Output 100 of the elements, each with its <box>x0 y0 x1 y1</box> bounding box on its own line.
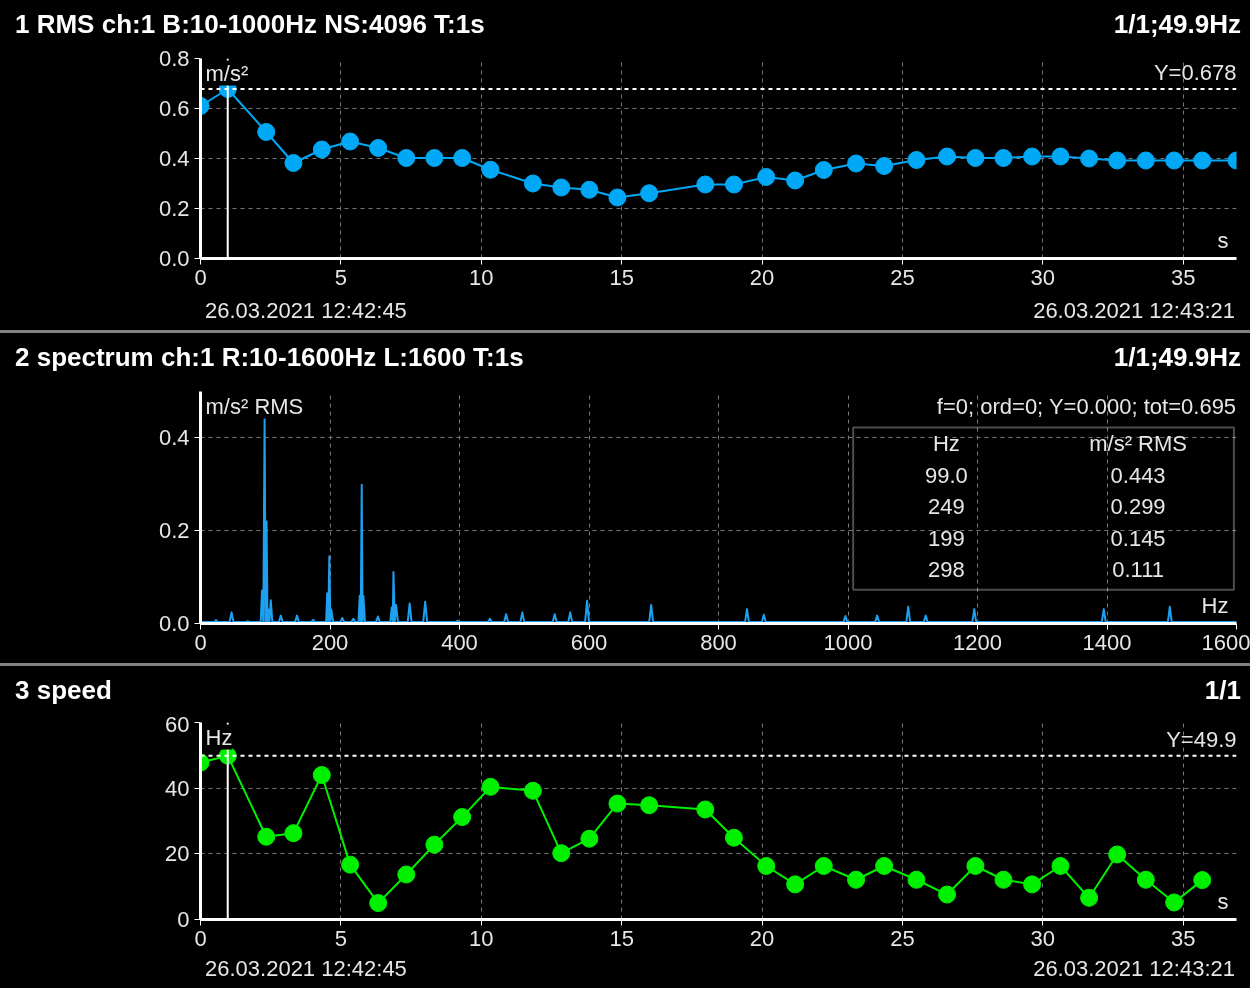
point <box>786 875 805 894</box>
y-tick-label: 60 <box>165 711 190 737</box>
point <box>966 149 985 167</box>
annotation: 249 <box>928 494 965 520</box>
point <box>425 835 444 854</box>
x-tick-label: 15 <box>609 264 634 290</box>
x-tick-label: 35 <box>1170 925 1196 951</box>
y-tick-label: 0.2 <box>158 518 190 544</box>
y-tick-label: 0.0 <box>158 611 190 636</box>
point <box>966 857 985 875</box>
point <box>1051 857 1070 875</box>
annotation: 298 <box>928 557 965 583</box>
point <box>1080 149 1099 168</box>
chart-title: 2 spectrum ch:1 R:10-1600Hz L:1600 T:1s <box>15 341 524 375</box>
y-tick-label: 0.4 <box>158 146 190 171</box>
point <box>786 171 805 190</box>
chart-subtitle: 1/1;49.9Hz <box>1113 341 1241 375</box>
x-tick-label: 25 <box>890 925 915 951</box>
point <box>847 154 866 173</box>
point <box>341 132 360 151</box>
point <box>580 180 599 199</box>
point <box>608 794 627 813</box>
point <box>1023 147 1042 166</box>
point <box>724 175 743 194</box>
y-tick-label: 0.0 <box>158 246 190 271</box>
chart-subtitle: 1/1 <box>1204 674 1241 708</box>
chart-subtitle: 1/1;49.9Hz <box>1113 8 1241 42</box>
point <box>523 781 542 800</box>
point <box>814 161 833 179</box>
point <box>552 178 571 197</box>
point <box>481 160 500 179</box>
x-tick-label: 5 <box>334 925 348 951</box>
x-tick-label: 20 <box>749 925 775 951</box>
annotation: Hz <box>932 431 960 457</box>
ref-line-label: Y=0.678 <box>1153 60 1237 85</box>
point <box>994 870 1013 889</box>
point <box>875 157 894 175</box>
y-tick-label: 0.2 <box>158 196 190 221</box>
x-tick-label: 1600 <box>1201 629 1250 655</box>
x-tick-label: 30 <box>1030 264 1056 290</box>
x-tick-label: 25 <box>890 264 915 290</box>
point <box>481 777 500 796</box>
point <box>453 149 472 167</box>
y-axis-title: Hz <box>205 724 233 750</box>
annotation: 0.443 <box>1110 462 1166 488</box>
point <box>425 149 444 167</box>
x-tick-label: 10 <box>469 264 494 290</box>
annotation: 0.299 <box>1110 494 1166 520</box>
point <box>453 808 472 827</box>
text: 26.03.2021 12:42:45 <box>205 297 407 325</box>
point <box>552 844 571 863</box>
point <box>257 827 276 846</box>
point <box>1193 871 1212 890</box>
point <box>757 168 776 186</box>
chart-title: 1 RMS ch:1 B:10-1000Hz NS:4096 T:1s <box>15 8 485 42</box>
point <box>608 188 627 207</box>
point <box>1080 888 1099 907</box>
annotation: f=0; ord=0; Y=0.000; tot=0.695 <box>936 393 1237 419</box>
x-tick-label: 0 <box>194 925 207 951</box>
x-tick-label: 400 <box>441 629 478 655</box>
point <box>1165 151 1184 170</box>
y-tick-label: 0.8 <box>158 46 190 71</box>
annotation: m/s² RMS <box>1089 431 1187 457</box>
chart-title: 3 speed <box>15 674 112 708</box>
x-tick-label: 20 <box>749 264 775 290</box>
point <box>875 857 894 875</box>
x-tick-label: 200 <box>311 629 349 655</box>
point <box>284 154 303 172</box>
x-tick-label: 800 <box>700 629 737 655</box>
x-tick-label: 5 <box>334 264 348 290</box>
point <box>257 123 276 141</box>
annotation: 199 <box>928 525 965 551</box>
point <box>938 147 957 166</box>
x-tick-label: 15 <box>609 925 634 951</box>
x-tick-label: 10 <box>469 925 494 951</box>
text: 26.03.2021 12:43:21 <box>1033 297 1235 325</box>
point <box>724 828 743 847</box>
point <box>994 149 1013 167</box>
point <box>640 184 659 203</box>
point <box>1136 151 1155 170</box>
point <box>1023 875 1042 894</box>
x-tick-label: 600 <box>570 629 608 655</box>
y-tick-label: 0.4 <box>158 425 190 451</box>
y-tick-label: 0 <box>177 907 190 932</box>
point <box>1193 151 1212 170</box>
x-tick-label: 1000 <box>823 629 873 655</box>
annotation: 0.111 <box>1112 557 1164 583</box>
point <box>397 149 416 167</box>
point <box>696 800 715 819</box>
y-tick-label: 40 <box>165 775 190 801</box>
x-tick-label: 0 <box>194 629 207 655</box>
annotation: 0.145 <box>1110 525 1166 551</box>
point <box>938 885 957 904</box>
point <box>369 894 388 913</box>
y-tick-label: 0.6 <box>158 96 190 121</box>
ref-line-label: Y=49.9 <box>1166 726 1237 752</box>
point <box>907 151 926 169</box>
point <box>369 139 388 157</box>
point <box>580 829 599 848</box>
x-tick-label: 35 <box>1170 264 1196 290</box>
